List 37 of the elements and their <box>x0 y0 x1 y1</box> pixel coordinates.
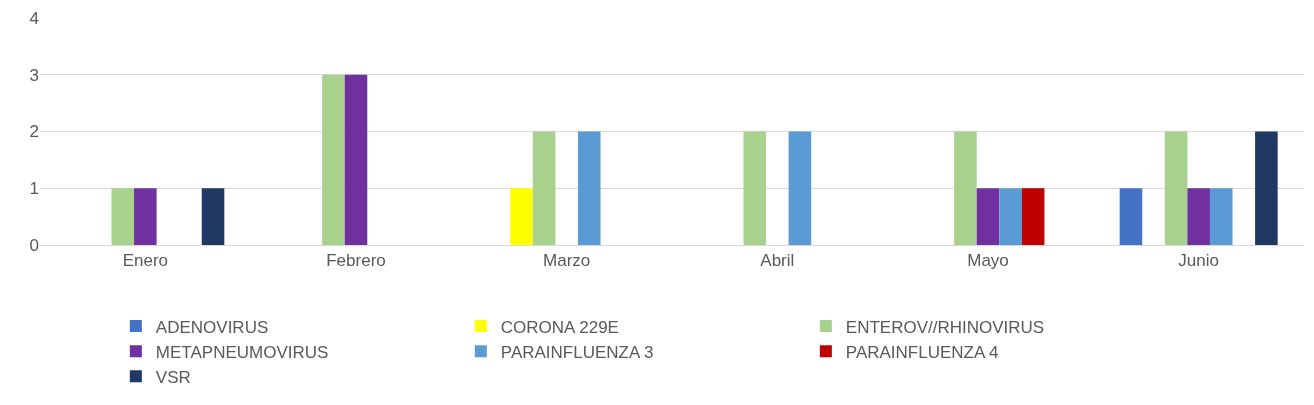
bar <box>1255 131 1278 245</box>
legend-label: VSR <box>155 367 191 387</box>
legend-label: PARAINFLUENZA 4 <box>845 342 999 362</box>
bar <box>532 131 556 245</box>
x-tick-label: Enero <box>122 251 169 271</box>
bar <box>1187 188 1210 245</box>
bar <box>999 188 1022 245</box>
legend-label: CORONA 229E <box>500 317 619 337</box>
x-tick-label: Abril <box>760 251 795 271</box>
bar <box>788 131 812 245</box>
bar <box>1021 188 1045 245</box>
bar <box>976 188 1000 245</box>
bar <box>322 74 345 245</box>
y-tick-label: 3 <box>29 65 39 85</box>
bar <box>111 188 135 245</box>
legend-label: PARAINFLUENZA 3 <box>500 342 654 362</box>
x-tick-label: Mayo <box>967 251 1009 271</box>
y-tick-label: 1 <box>29 179 39 199</box>
legend-label: ADENOVIRUS <box>155 317 269 337</box>
y-tick-label: 0 <box>29 235 39 255</box>
x-tick-label: Febrero <box>326 251 386 271</box>
bar <box>743 131 767 245</box>
y-tick-label: 4 <box>29 8 39 28</box>
bar <box>1119 188 1143 245</box>
x-tick-label: Junio <box>1178 251 1219 271</box>
bar <box>510 188 533 245</box>
bar <box>201 188 225 245</box>
bar <box>344 74 368 245</box>
bar <box>954 131 977 245</box>
y-tick-label: 2 <box>29 122 39 142</box>
bar <box>1164 131 1188 245</box>
bar <box>1209 188 1233 245</box>
legend-label: METAPNEUMOVIRUS <box>155 342 329 362</box>
legend-label: ENTEROV//RHINOVIRUS <box>845 317 1045 337</box>
bar <box>577 131 601 245</box>
x-tick-label: Marzo <box>543 251 591 271</box>
bar <box>134 188 157 245</box>
